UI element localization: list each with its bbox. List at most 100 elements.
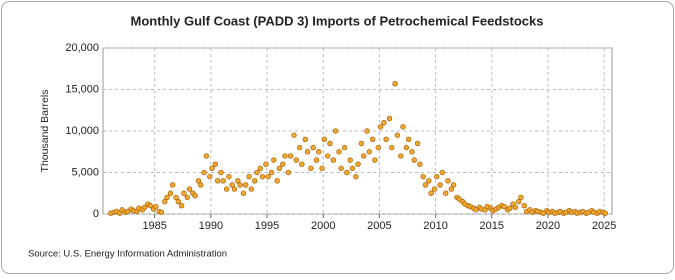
data-point bbox=[276, 165, 283, 172]
data-point bbox=[437, 182, 443, 188]
data-point bbox=[372, 157, 378, 163]
data-point bbox=[293, 157, 299, 163]
data-point bbox=[254, 169, 260, 176]
data-point bbox=[439, 169, 446, 176]
data-point bbox=[207, 173, 213, 180]
x-tick-label: 1995 bbox=[255, 220, 279, 232]
x-tick-label: 2010 bbox=[423, 220, 447, 232]
data-point bbox=[338, 165, 344, 172]
data-point bbox=[330, 157, 337, 163]
data-point bbox=[248, 186, 255, 192]
data-point bbox=[246, 173, 252, 180]
y-axis-label: Thousand Barrels bbox=[39, 90, 51, 173]
data-point bbox=[147, 203, 153, 209]
data-point bbox=[414, 140, 421, 147]
data-point bbox=[268, 169, 275, 176]
data-point bbox=[336, 149, 342, 155]
data-point bbox=[310, 144, 316, 151]
data-point bbox=[400, 124, 406, 130]
data-point bbox=[173, 194, 179, 201]
data-point bbox=[431, 186, 438, 192]
data-point bbox=[377, 124, 384, 130]
y-tick-label: 20,000 bbox=[65, 42, 99, 54]
data-point bbox=[242, 182, 249, 188]
data-point bbox=[409, 149, 415, 155]
data-point bbox=[445, 178, 451, 184]
data-point bbox=[235, 178, 241, 184]
data-point bbox=[285, 169, 292, 176]
data-point bbox=[162, 198, 168, 205]
x-tick-label: 2020 bbox=[536, 220, 560, 232]
data-point bbox=[282, 153, 288, 159]
data-point bbox=[178, 203, 185, 209]
data-point bbox=[420, 173, 426, 180]
data-point bbox=[274, 178, 280, 184]
data-point bbox=[280, 161, 286, 167]
data-point bbox=[403, 144, 410, 151]
data-point bbox=[327, 140, 333, 147]
data-point bbox=[426, 178, 432, 184]
data-point bbox=[512, 204, 519, 211]
data-point bbox=[358, 140, 365, 147]
data-point bbox=[316, 149, 322, 155]
data-point bbox=[223, 186, 230, 192]
data-point bbox=[369, 136, 376, 143]
data-point bbox=[287, 153, 294, 159]
data-point bbox=[184, 194, 190, 201]
data-point bbox=[296, 144, 303, 151]
x-tick-label: 2000 bbox=[311, 220, 335, 232]
data-point bbox=[209, 165, 215, 172]
data-point bbox=[398, 153, 404, 159]
data-point bbox=[394, 132, 401, 138]
x-tick-label: 2015 bbox=[480, 220, 504, 232]
data-point bbox=[386, 115, 393, 122]
data-point bbox=[448, 186, 455, 192]
x-tick-label: 1990 bbox=[199, 220, 223, 232]
data-point bbox=[251, 178, 258, 184]
data-point bbox=[226, 173, 232, 180]
data-point bbox=[366, 149, 372, 155]
data-point bbox=[325, 153, 331, 159]
data-point bbox=[313, 157, 320, 163]
data-point bbox=[341, 144, 348, 151]
source-note: Source: U.S. Energy Information Administ… bbox=[28, 249, 227, 260]
data-point bbox=[203, 153, 210, 159]
data-point bbox=[417, 161, 423, 167]
data-point bbox=[518, 194, 524, 201]
data-point bbox=[153, 203, 159, 210]
data-point bbox=[212, 161, 219, 167]
data-point bbox=[271, 157, 277, 163]
data-point bbox=[405, 136, 412, 143]
data-point bbox=[214, 178, 221, 184]
data-point bbox=[450, 182, 457, 188]
data-point bbox=[259, 173, 266, 180]
data-point bbox=[381, 119, 387, 126]
data-point bbox=[218, 169, 224, 176]
data-point bbox=[360, 153, 367, 159]
data-point bbox=[175, 198, 181, 205]
data-point bbox=[195, 178, 202, 184]
data-point bbox=[164, 194, 170, 201]
data-point bbox=[443, 190, 449, 196]
data-point bbox=[507, 205, 513, 211]
data-point bbox=[308, 165, 314, 172]
data-point bbox=[302, 136, 308, 143]
data-point bbox=[192, 193, 198, 199]
data-point bbox=[516, 198, 522, 205]
data-point bbox=[198, 182, 204, 188]
x-tick-label: 2005 bbox=[367, 220, 391, 232]
data-point bbox=[291, 132, 297, 138]
data-point bbox=[389, 144, 395, 151]
data-point bbox=[353, 173, 359, 180]
data-point bbox=[181, 190, 187, 196]
data-point bbox=[355, 161, 361, 167]
data-point bbox=[602, 210, 608, 216]
data-point bbox=[344, 169, 350, 176]
data-point bbox=[411, 157, 417, 163]
y-tick-label: 0 bbox=[93, 208, 99, 220]
x-tick-label: 2025 bbox=[592, 220, 616, 232]
x-tick-label: 1985 bbox=[142, 220, 166, 232]
data-point bbox=[263, 161, 269, 167]
data-point bbox=[231, 186, 238, 192]
